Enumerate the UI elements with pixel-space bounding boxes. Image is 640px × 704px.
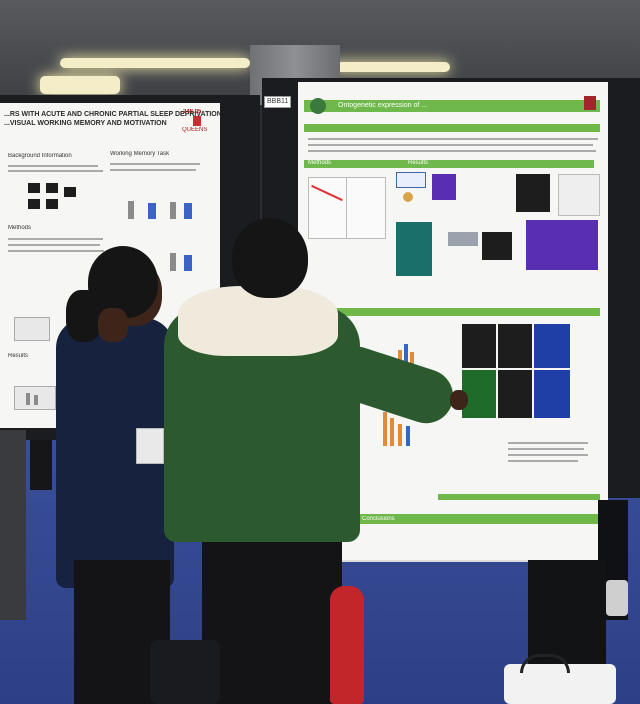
chart-bar bbox=[398, 424, 402, 446]
person-center-hood bbox=[178, 286, 338, 356]
poster-left-title-line1: ...RS WITH ACUTE AND CHRONIC PARTIAL SLE… bbox=[4, 111, 220, 118]
text-line bbox=[308, 138, 598, 140]
poster-right-title-bar bbox=[304, 100, 600, 112]
poster-figure bbox=[14, 317, 50, 341]
poster-left-section: Background Information bbox=[8, 153, 72, 159]
poster-diagram-box bbox=[396, 172, 426, 188]
microscopy-image bbox=[534, 370, 570, 418]
poster-right-section: Methods bbox=[308, 160, 332, 166]
red-bag bbox=[330, 586, 364, 704]
section-band bbox=[358, 514, 600, 524]
section-band bbox=[304, 124, 600, 132]
microscopy-image bbox=[498, 324, 532, 368]
chart-bar bbox=[148, 203, 156, 219]
person-left-ponytail bbox=[66, 290, 102, 342]
poster-diagram bbox=[558, 174, 600, 216]
microscopy-image bbox=[432, 174, 456, 200]
poster-line-chart bbox=[346, 177, 386, 239]
chart-bar bbox=[406, 426, 410, 446]
text-line bbox=[8, 238, 103, 240]
chart-bar bbox=[184, 203, 192, 219]
poster-left-section: Working Memory Task bbox=[110, 151, 170, 157]
chart-bar bbox=[184, 255, 192, 271]
chart-bar bbox=[128, 201, 134, 219]
poster-left-affiliation: QUEENS bbox=[182, 127, 208, 133]
institution-logo-icon bbox=[310, 98, 326, 114]
person-center-legs bbox=[202, 530, 342, 704]
background-person-legs bbox=[0, 430, 26, 620]
microscopy-image bbox=[462, 324, 496, 368]
poster-left-title-line2: ...VISUAL WORKING MEMORY AND MOTIVATION bbox=[4, 120, 167, 127]
poster-left-section: Results bbox=[8, 353, 29, 359]
text-line bbox=[508, 460, 578, 462]
microscopy-image bbox=[526, 220, 598, 270]
poster-right-section: Conclusions bbox=[362, 516, 395, 522]
board-number-tag: BBB11 bbox=[264, 96, 292, 108]
stimulus-square bbox=[28, 199, 40, 209]
microscopy-image bbox=[482, 232, 512, 260]
ceiling-light bbox=[60, 58, 250, 68]
poster-diagram-shape bbox=[403, 192, 413, 202]
poster-right-title: Ontogenetic expression of ... bbox=[338, 102, 428, 109]
text-line bbox=[508, 448, 584, 450]
text-line bbox=[508, 442, 588, 444]
sneaker bbox=[606, 580, 628, 616]
text-line bbox=[308, 150, 596, 152]
person-left-hand bbox=[98, 308, 128, 342]
microscopy-image bbox=[462, 370, 496, 418]
stimulus-square bbox=[46, 183, 58, 193]
chart-bar bbox=[26, 393, 30, 405]
section-band bbox=[438, 494, 600, 500]
microscopy-image bbox=[534, 324, 570, 368]
text-line bbox=[508, 454, 588, 456]
section-band bbox=[304, 308, 600, 316]
stimulus-square bbox=[28, 183, 40, 193]
chart-bar bbox=[404, 344, 408, 368]
ceiling-light bbox=[330, 62, 450, 72]
poster-left-session-code: 248.05 bbox=[183, 109, 202, 115]
background-person-legs bbox=[30, 440, 52, 490]
person-center-head bbox=[232, 218, 308, 298]
black-bag bbox=[150, 640, 220, 704]
name-badge bbox=[136, 428, 164, 464]
chart-bar bbox=[170, 253, 176, 271]
text-line bbox=[110, 163, 200, 165]
text-line bbox=[8, 170, 103, 172]
chart-bar bbox=[170, 202, 176, 219]
university-crest-icon bbox=[584, 96, 596, 110]
chart-bar bbox=[410, 352, 414, 368]
background-person-legs bbox=[528, 560, 606, 670]
microscopy-image bbox=[516, 174, 550, 212]
text-line bbox=[8, 250, 104, 252]
text-line bbox=[8, 244, 100, 246]
text-line bbox=[8, 165, 98, 167]
text-line bbox=[308, 144, 593, 146]
chart-bar bbox=[383, 412, 387, 446]
text-line bbox=[110, 169, 196, 171]
microscopy-image bbox=[498, 370, 532, 418]
poster-diagram-shape bbox=[448, 232, 478, 246]
chart-bar bbox=[34, 395, 38, 405]
chart-bar bbox=[390, 418, 394, 446]
stimulus-square bbox=[46, 199, 58, 209]
poster-right-section: Results bbox=[408, 160, 429, 166]
person-center-hand bbox=[450, 390, 468, 410]
poster-left-section: Methods bbox=[8, 225, 32, 231]
microscopy-image bbox=[396, 222, 432, 276]
ceiling-light bbox=[40, 76, 120, 94]
university-crest-icon bbox=[193, 116, 201, 126]
section-band bbox=[304, 160, 594, 168]
stimulus-square bbox=[64, 187, 76, 197]
